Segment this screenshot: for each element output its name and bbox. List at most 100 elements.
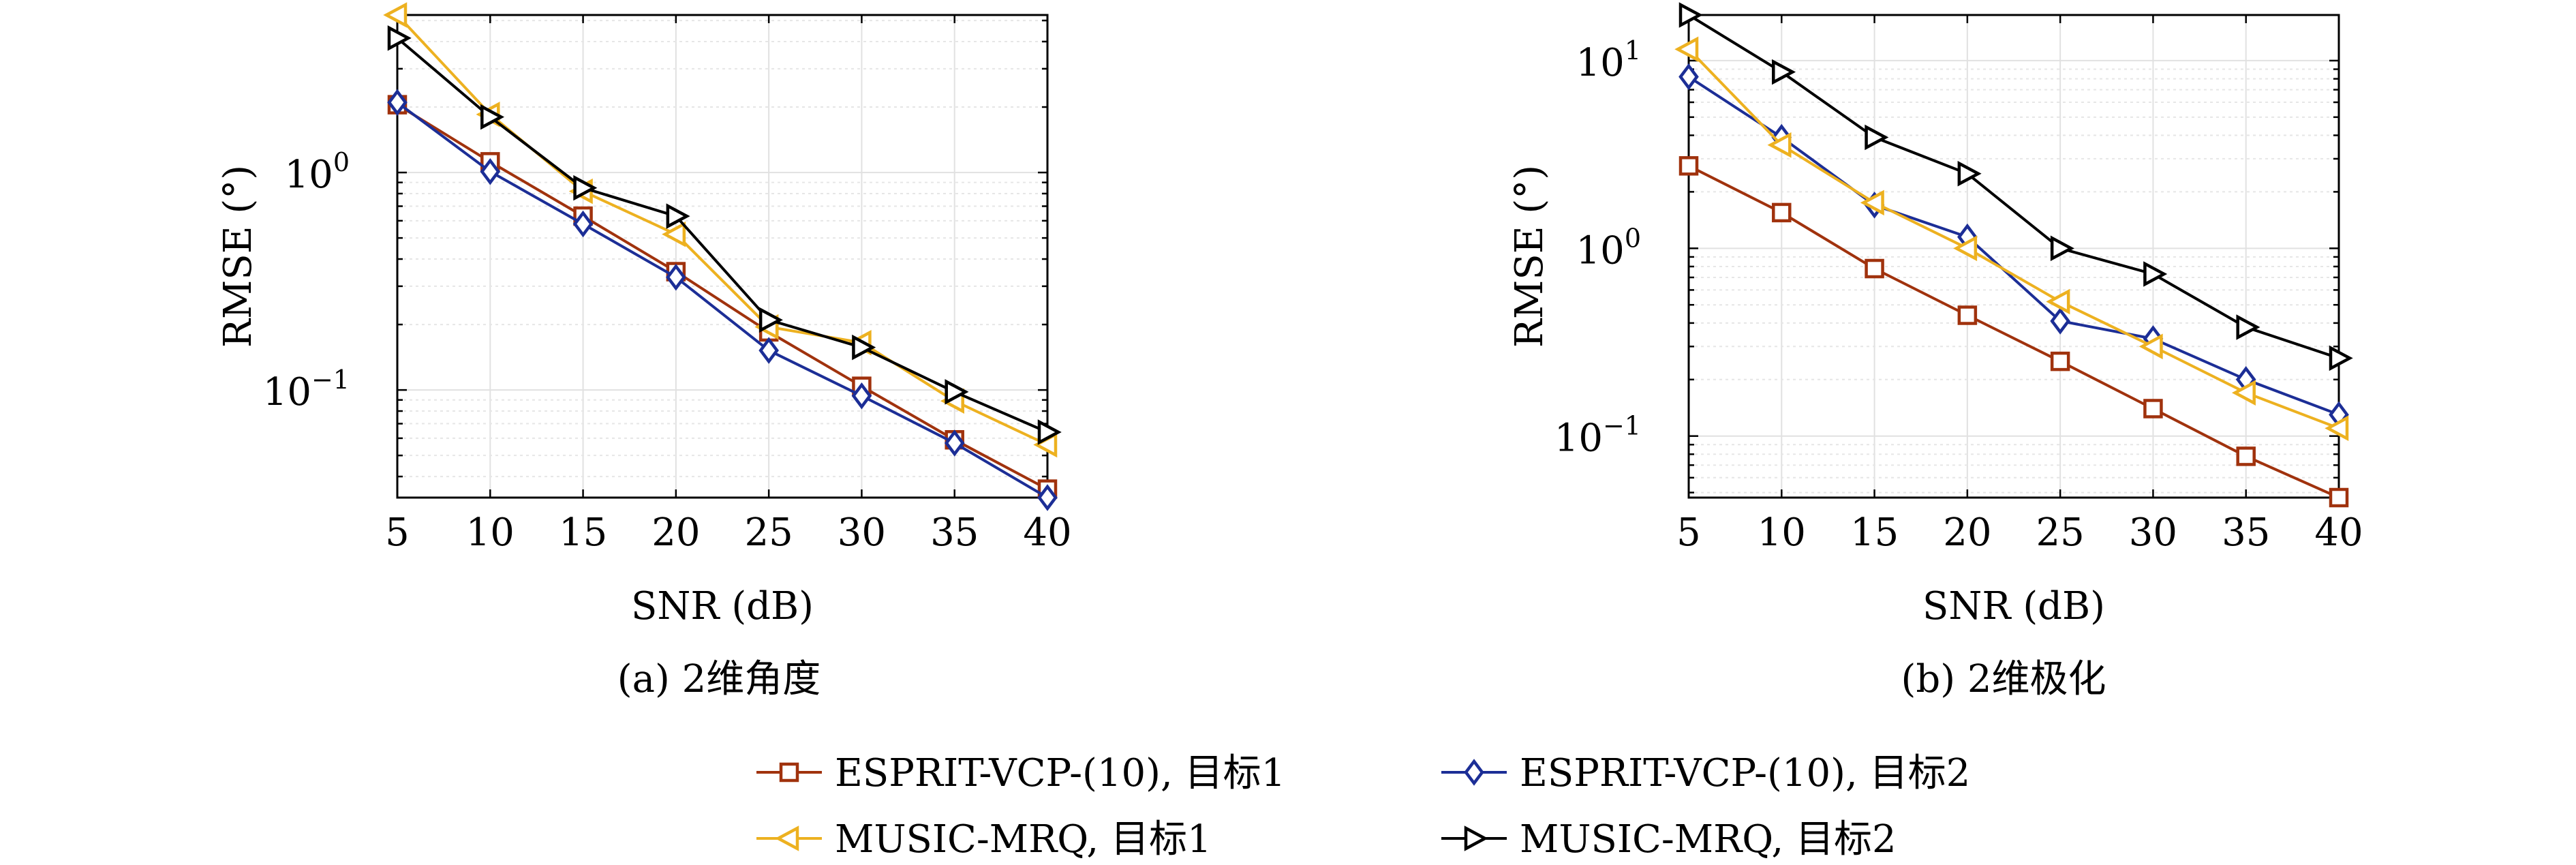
data-point	[2138, 333, 2163, 360]
series-line	[396, 103, 1048, 491]
data-point	[1772, 59, 1796, 85]
data-point	[1674, 36, 1699, 62]
data-point	[1037, 484, 1058, 511]
legend-entry: MUSIC-MRQ, 目标1	[756, 817, 1212, 862]
series-line	[396, 14, 1048, 446]
panel-b-chart: 5 10 15 20 25 30 35 40 101 100 10−1 SNR (dB) RMSE (°…	[1507, 2, 2363, 628]
data-point	[1957, 305, 1978, 325]
data-point	[758, 337, 779, 364]
data-point	[2329, 345, 2353, 371]
legend-entry: ESPRIT-VCP-(10), 目标1	[756, 751, 1285, 795]
x-tick-label: 35	[930, 511, 979, 555]
legend-entry: MUSIC-MRQ, 目标2	[1441, 817, 1897, 862]
data-point	[2236, 314, 2260, 340]
legend: ESPRIT-VCP-(10), 目标1 ESPRIT-VCP-(10), 目标2…	[756, 751, 1970, 862]
data-point	[852, 334, 876, 361]
series-3	[1674, 36, 2349, 442]
data-point	[1865, 258, 1884, 279]
legend-marker	[775, 825, 799, 851]
data-point	[2329, 487, 2349, 508]
legend-marker	[1464, 759, 1484, 786]
series-2	[387, 89, 1058, 511]
y-tick-label: 10−1	[263, 365, 350, 414]
legend-label: ESPRIT-VCP-(10), 目标2	[1520, 751, 1970, 795]
data-point	[573, 174, 598, 201]
data-point	[1957, 160, 1982, 187]
data-point	[480, 104, 505, 130]
data-point	[480, 157, 501, 185]
data-point	[1953, 235, 1978, 262]
data-point	[662, 221, 686, 247]
y-tick-label: 100	[285, 147, 350, 197]
x-tick-label: 40	[2314, 511, 2363, 555]
panel-a-chart: 5 10 15 20 25 30 35 40 100 10−1 SNR (dB) RMSE (°)	[216, 2, 1072, 628]
data-point	[572, 210, 594, 238]
y-axis-label: RMSE (°)	[216, 165, 260, 348]
data-point	[387, 25, 412, 51]
data-point	[2143, 399, 2163, 419]
data-point	[2050, 351, 2070, 371]
series-line	[1687, 14, 2340, 360]
legend-label: MUSIC-MRQ, 目标1	[835, 817, 1212, 862]
data-point	[2143, 261, 2168, 287]
data-point	[2231, 380, 2256, 406]
series-line	[1688, 164, 2340, 499]
x-tick-label: 25	[745, 511, 793, 555]
x-tick-label: 30	[2129, 511, 2177, 555]
data-point	[666, 203, 690, 229]
data-point	[2325, 415, 2349, 442]
grid	[397, 15, 1048, 498]
data-point	[2050, 235, 2074, 262]
legend-label: MUSIC-MRQ, 目标2	[1520, 817, 1897, 862]
x-tick-label: 40	[1023, 511, 1071, 555]
series-line	[396, 37, 1048, 434]
x-tick-label: 10	[1758, 511, 1806, 555]
x-tick-label: 15	[559, 511, 607, 555]
data-point	[944, 429, 965, 457]
data-point	[1678, 156, 1699, 176]
series-2	[1678, 63, 2349, 429]
data-point	[758, 307, 783, 333]
data-point	[1860, 189, 1884, 216]
data-point	[383, 2, 408, 28]
data-point	[1037, 419, 1062, 445]
data-point	[2046, 288, 2070, 315]
data-point	[851, 382, 872, 410]
ticks	[396, 15, 1049, 498]
y-axis-label: RMSE (°)	[1507, 165, 1552, 348]
x-tick-label: 10	[466, 511, 515, 555]
grid	[1688, 15, 2340, 498]
x-tick-label: 15	[1850, 511, 1899, 555]
axes-frame	[396, 14, 1049, 499]
series-4	[387, 25, 1062, 445]
legend-marker	[779, 762, 799, 783]
data-point	[2050, 307, 2070, 335]
y-tick-label: 10−1	[1554, 411, 1641, 461]
x-tick-label: 25	[2036, 511, 2085, 555]
data-point	[1678, 2, 1703, 28]
x-tick-label: 35	[2222, 511, 2270, 555]
data-point	[945, 379, 969, 405]
series-1	[1678, 156, 2349, 508]
panel-b-caption: (b) 2维极化	[1901, 657, 2106, 701]
x-tick-label: 20	[651, 511, 700, 555]
y-tick-label: 100	[1576, 223, 1641, 273]
series-line	[396, 101, 1049, 499]
data-point	[1678, 63, 1699, 91]
series-line	[1687, 76, 2340, 416]
data-point	[1767, 132, 1792, 158]
x-axis-label: SNR (dB)	[631, 584, 814, 628]
y-tick-label: 101	[1576, 35, 1641, 85]
data-point	[1865, 124, 1889, 151]
data-point	[1772, 202, 1792, 223]
series-line	[1687, 48, 2340, 430]
panel-a-caption: (a) 2维角度	[617, 657, 821, 701]
data-point	[2236, 446, 2256, 466]
x-tick-label: 5	[1676, 511, 1701, 555]
x-tick-label: 30	[838, 511, 886, 555]
legend-entry: ESPRIT-VCP-(10), 目标2	[1441, 751, 1970, 795]
legend-label: ESPRIT-VCP-(10), 目标1	[835, 751, 1285, 795]
x-tick-label: 20	[1943, 511, 1991, 555]
data-point	[387, 89, 408, 117]
